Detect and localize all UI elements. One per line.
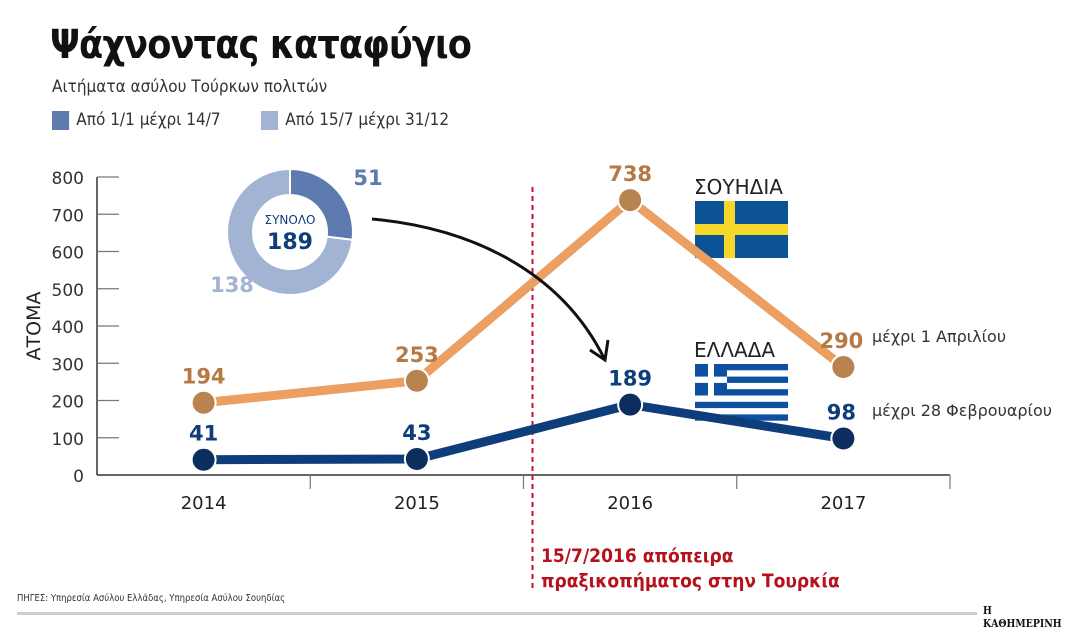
flags (695, 201, 788, 421)
publisher-logo: Η ΚΑΘΗΜΕΡΙΝΗ (983, 604, 1062, 630)
donut-slice-label: 138 (210, 273, 254, 297)
arrow-head-icon (589, 339, 610, 363)
legend-swatch (261, 110, 279, 130)
data-label: 41 (189, 422, 218, 446)
data-label: 43 (402, 421, 431, 445)
greece-flag-icon (695, 364, 788, 421)
donut-slice (226, 167, 354, 296)
data-point (617, 391, 644, 418)
data-label: 189 (608, 367, 652, 391)
y-tick-label: 100 (52, 430, 84, 450)
chart-subtitle: Αιτήματα ασύλου Τούρκων πολιτών (52, 77, 328, 97)
chart-title: Ψάχνοντας καταφύγιο (50, 22, 472, 68)
y-tick-label: 0 (73, 467, 84, 487)
data-label: 194 (182, 365, 226, 389)
legend: Από 1/1 μέχρι 14/7 Από 15/7 μέχρι 31/12 (52, 110, 470, 130)
data-point (190, 446, 217, 473)
arrow-icon (371, 217, 606, 359)
data-label: 738 (608, 162, 652, 186)
data-point (403, 445, 430, 472)
data-point (617, 187, 644, 214)
greece-label: ΕΛΛΑΔΑ (694, 338, 775, 362)
legend-label: Από 15/7 μέχρι 31/12 (285, 110, 450, 130)
y-tick-label: 600 (52, 244, 84, 264)
x-tick-label: 2015 (394, 493, 440, 514)
y-tick-label: 700 (52, 206, 84, 226)
axes: 0 100 200 300 400 500 600 700 800 2014 2015 2016 201… (52, 169, 951, 514)
data-point (403, 367, 430, 394)
y-tick-label: 400 (52, 318, 84, 338)
data-point (830, 425, 857, 452)
legend-label: Από 1/1 μέχρι 14/7 (76, 110, 221, 130)
series-line-sweden (203, 195, 847, 408)
sweden-flag-icon (695, 201, 788, 258)
data-point (190, 389, 217, 416)
event-note-line2: πραξικοπήματος στην Τουρκία (541, 570, 840, 592)
legend-item-second-half: Από 15/7 μέχρι 31/12 (261, 110, 450, 130)
legend-item-first-half: Από 1/1 μέχρι 14/7 (52, 110, 221, 130)
y-tick-label: 200 (52, 393, 84, 413)
x-tick-label: 2017 (820, 493, 866, 514)
x-tick-label: 2016 (607, 493, 653, 514)
donut-chart: 51 138 ΣΥΝΟΛΟ 189 (210, 166, 383, 297)
series-line-greece (203, 400, 845, 465)
event-note: 15/7/2016 απόπειρα πραξικοπήματος στην Τ… (541, 544, 840, 594)
source-note: ΠΗΓΕΣ: Υπηρεσία Ασύλου Ελλάδας, Υπηρεσία… (17, 593, 286, 604)
x-tick-label: 2014 (181, 493, 227, 514)
donut-center-label: ΣΥΝΟΛΟ (265, 213, 316, 227)
y-tick-label: 300 (52, 355, 84, 375)
sweden-label: ΣΟΥΗΔΙΑ (694, 175, 783, 199)
donut-total: 189 (267, 230, 313, 255)
y-tick-label: 800 (52, 169, 84, 189)
event-note-line1: 15/7/2016 απόπειρα (541, 545, 734, 567)
footer-divider (17, 612, 977, 615)
data-point (830, 353, 857, 380)
y-axis-label: ΑΤΟΜΑ (23, 292, 45, 361)
greece-note: μέχρι 28 Φεβρουαρίου (872, 401, 1052, 420)
sweden-note: μέχρι 1 Απριλίου (872, 327, 1006, 346)
data-label: 98 (827, 400, 856, 424)
series-lines: 194 253 738 290 41 43 189 98 (182, 162, 863, 473)
data-label: 253 (395, 343, 439, 367)
data-label: 290 (819, 329, 863, 353)
donut-slice-label: 51 (353, 166, 382, 190)
y-tick-label: 500 (52, 281, 84, 301)
legend-swatch (52, 110, 70, 130)
